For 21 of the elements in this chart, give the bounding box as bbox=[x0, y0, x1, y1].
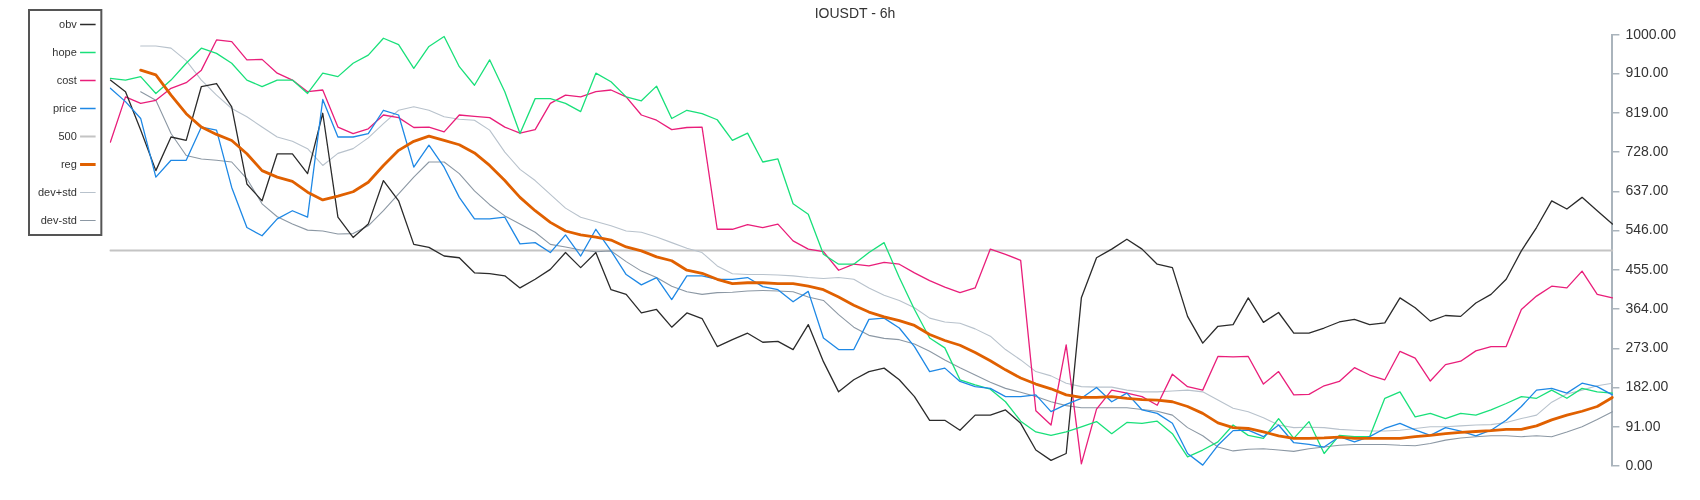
y-tick-label: 91.00 bbox=[1625, 417, 1661, 434]
y-tick-label: 1000.00 bbox=[1625, 25, 1677, 42]
y-tick-label: 182.00 bbox=[1625, 378, 1669, 395]
legend-label: dev+std bbox=[37, 185, 77, 198]
y-tick-label: 273.00 bbox=[1625, 339, 1669, 356]
y-tick-label: 819.00 bbox=[1625, 103, 1669, 120]
y-tick-label: 0.00 bbox=[1625, 456, 1653, 473]
legend-label: 500 bbox=[58, 129, 77, 142]
legend-label: dev-std bbox=[40, 213, 77, 226]
legend-label: reg bbox=[60, 157, 77, 170]
chart-title: IOUSDT - 6h bbox=[814, 5, 896, 22]
legend-label: hope bbox=[52, 45, 77, 58]
y-tick-label: 546.00 bbox=[1625, 221, 1669, 238]
y-tick-label: 728.00 bbox=[1625, 142, 1669, 159]
legend-label: obv bbox=[59, 17, 78, 30]
legend-label: cost bbox=[56, 73, 77, 86]
y-tick-label: 455.00 bbox=[1625, 260, 1669, 277]
y-tick-label: 637.00 bbox=[1625, 182, 1669, 199]
legend-label: price bbox=[52, 101, 77, 114]
y-tick-label: 364.00 bbox=[1625, 299, 1669, 316]
y-tick-label: 910.00 bbox=[1625, 64, 1669, 81]
